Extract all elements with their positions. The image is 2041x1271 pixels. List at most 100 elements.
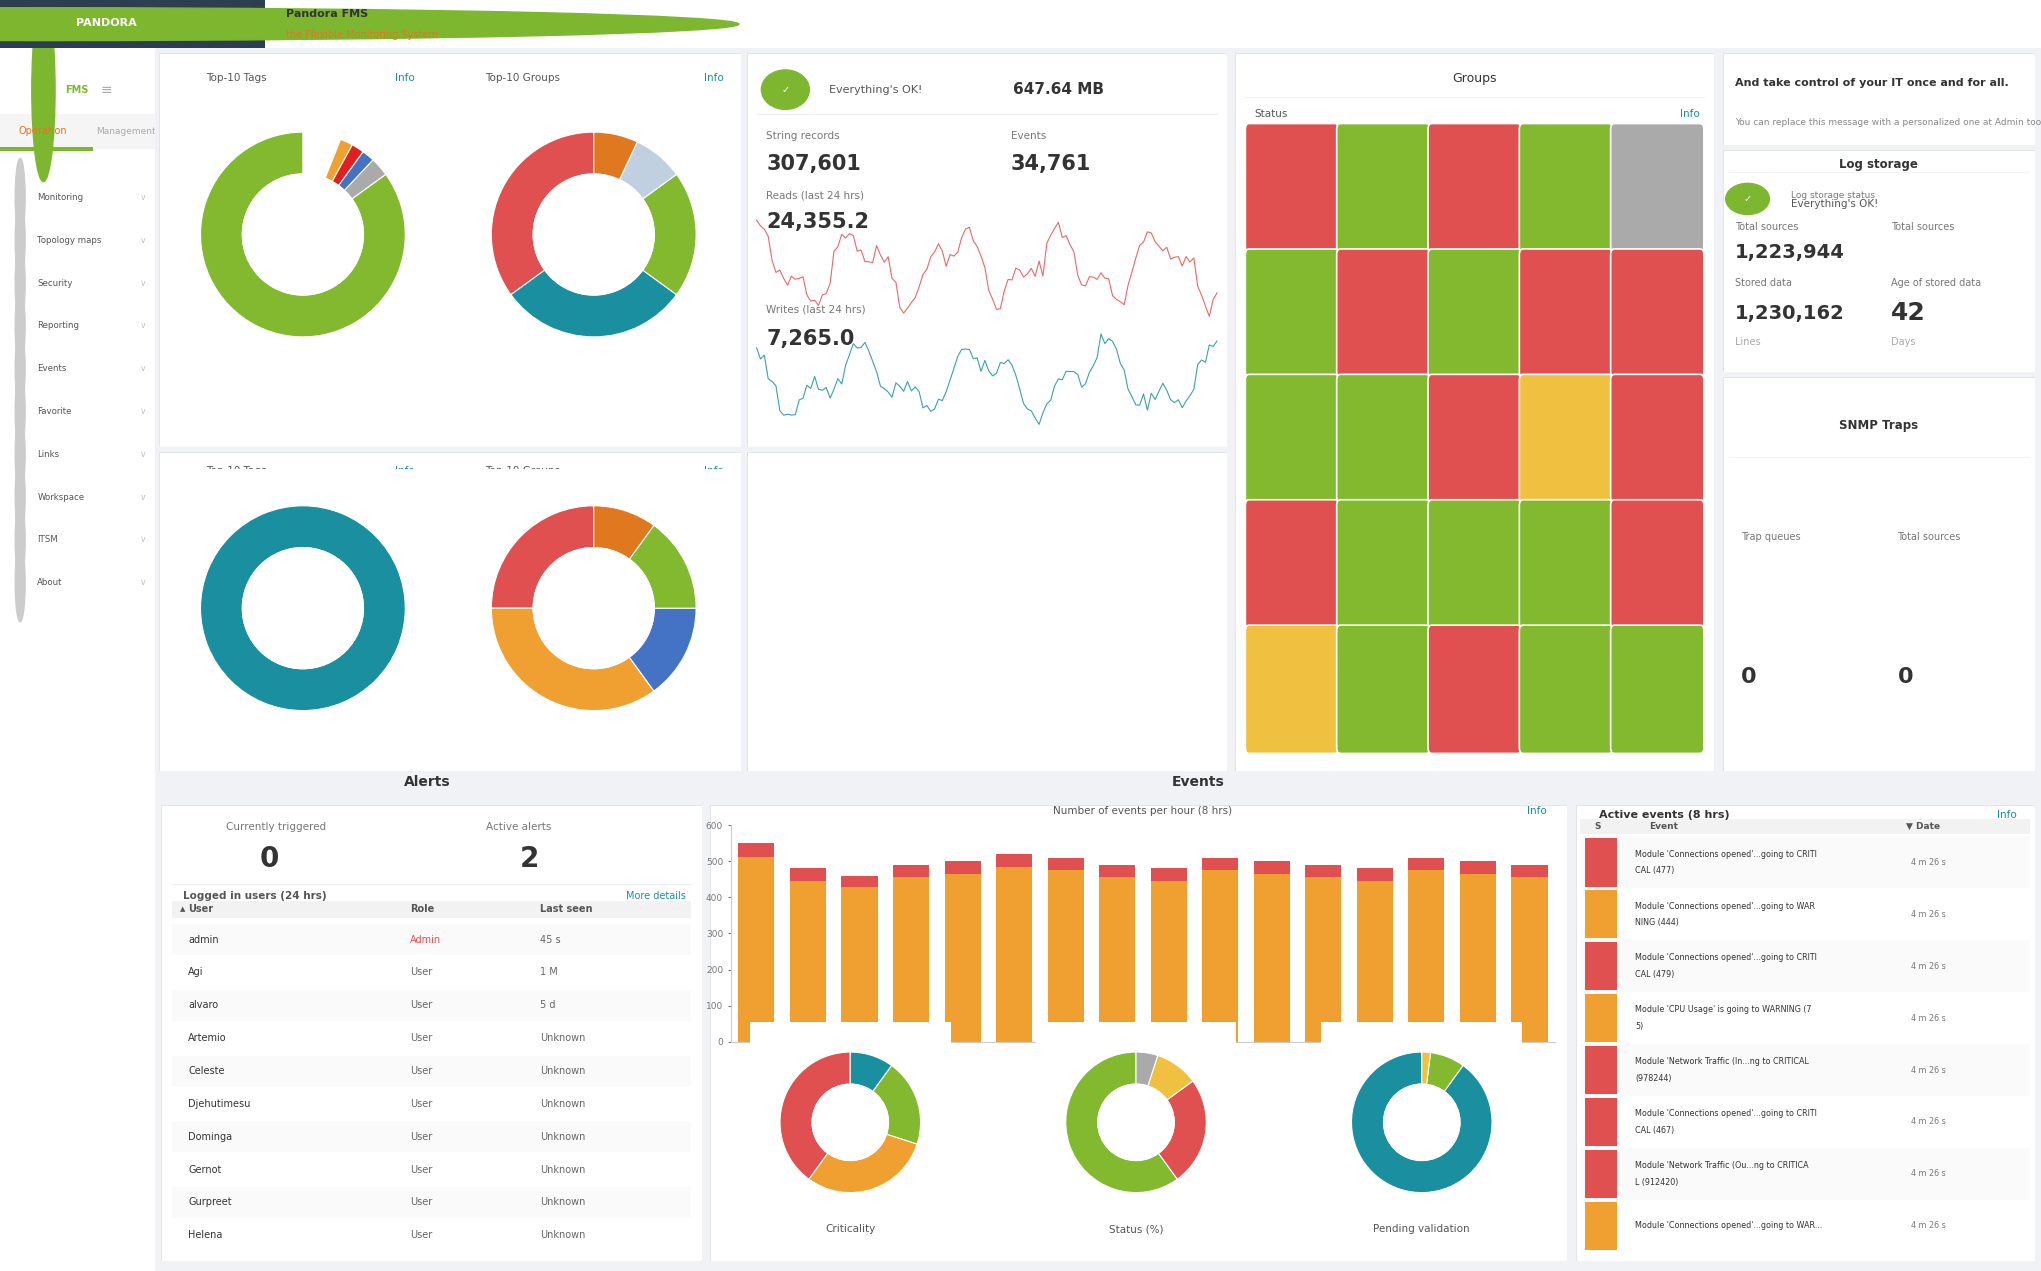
Text: About: About [37,578,63,587]
Bar [171,901,692,918]
Circle shape [14,244,24,322]
Text: Operation: Operation [18,126,67,136]
Text: Events: Events [37,365,67,374]
FancyBboxPatch shape [1519,375,1612,502]
Text: PANDORA: PANDORA [76,18,137,28]
FancyBboxPatch shape [1245,123,1339,252]
Text: 5): 5) [1635,1022,1643,1031]
Text: NING (444): NING (444) [1635,918,1680,927]
FancyBboxPatch shape [1610,123,1704,252]
Text: ITSM: ITSM [37,535,57,544]
Text: the Flexible Monitoring System: the Flexible Monitoring System [286,29,437,39]
Text: Favorite: Favorite [37,407,71,416]
FancyBboxPatch shape [1610,500,1704,628]
Bar [1586,890,1616,938]
Text: CAL (467): CAL (467) [1635,1126,1674,1135]
Text: v: v [141,535,145,544]
Text: 1,223,944: 1,223,944 [1735,243,1845,262]
Text: Reads (last 24 hrs): Reads (last 24 hrs) [765,191,863,201]
FancyBboxPatch shape [1337,123,1431,252]
Text: User: User [410,1033,433,1043]
Text: You can replace this message with a personalized one at Admin tools >> Site news: You can replace this message with a pers… [1735,117,2041,127]
Text: User: User [410,1131,433,1141]
Text: ▼ Date: ▼ Date [1906,822,1941,831]
Bar [1408,858,1445,871]
Text: Module 'Connections opened'...going to WAR...: Module 'Connections opened'...going to W… [1635,1221,1823,1230]
Text: User: User [410,1230,433,1240]
Bar [1586,994,1616,1042]
Text: CAL (477): CAL (477) [1635,867,1676,876]
Bar [1151,881,1186,1042]
Text: Gernot: Gernot [188,1164,222,1174]
Text: Info: Info [396,72,414,83]
Text: 4 m 26 s: 4 m 26 s [1910,858,1945,867]
Text: 34,761: 34,761 [1010,155,1092,174]
Text: FMS: FMS [65,85,88,95]
Bar [171,924,692,956]
Bar [790,868,827,881]
FancyBboxPatch shape [1519,249,1612,377]
Text: ▲: ▲ [180,906,186,913]
Text: v: v [141,450,145,459]
Bar [945,874,980,1042]
Text: User: User [410,1000,433,1010]
Bar [1202,858,1239,871]
Wedge shape [594,132,637,179]
Circle shape [243,174,363,295]
Text: 42: 42 [1892,301,1927,325]
Bar [1047,871,1084,1042]
Text: v: v [141,493,145,502]
Bar [739,843,774,857]
Text: Log storage status: Log storage status [1792,191,1876,200]
Wedge shape [1423,1052,1431,1084]
Text: Groups: Groups [1453,72,1496,85]
Text: Gurpreet: Gurpreet [188,1197,233,1207]
Text: ✓: ✓ [782,85,790,94]
Text: Unknown: Unknown [539,1066,586,1077]
Bar [1357,868,1392,881]
Text: Pandora FMS: Pandora FMS [286,9,367,19]
Circle shape [14,416,24,493]
Text: v: v [141,578,145,587]
Bar [841,876,878,887]
Text: Active events (8 hrs): Active events (8 hrs) [1598,811,1729,821]
Bar [0,147,94,151]
Circle shape [14,159,24,236]
FancyBboxPatch shape [1337,500,1431,628]
Circle shape [243,548,363,669]
Text: Writes (last 24 hrs): Writes (last 24 hrs) [765,305,865,314]
Wedge shape [594,506,653,559]
FancyBboxPatch shape [1337,249,1431,377]
Wedge shape [1427,1052,1463,1092]
Text: And take control of your IT once and for all.: And take control of your IT once and for… [1735,78,2008,88]
Bar [0,114,155,149]
Text: 5 d: 5 d [539,1000,555,1010]
Bar [841,887,878,1042]
Wedge shape [1147,1055,1192,1099]
Text: 45 s: 45 s [539,934,561,944]
Bar [1459,862,1496,874]
Circle shape [533,548,655,669]
Text: Trap queues: Trap queues [1741,533,1800,543]
Text: 7,265.0: 7,265.0 [765,329,855,350]
Text: Top-10 Tags: Top-10 Tags [206,72,267,83]
Text: Last seen: Last seen [539,905,592,915]
Wedge shape [492,506,594,609]
Text: v: v [141,278,145,287]
Bar [1100,877,1135,1042]
Wedge shape [339,151,374,191]
Bar [996,867,1033,1042]
Bar [171,990,692,1021]
Text: User: User [410,1164,433,1174]
Text: Number of events per hour (8 hrs): Number of events per hour (8 hrs) [1053,806,1233,816]
Text: Info: Info [704,465,723,475]
Bar [1586,1150,1616,1199]
Text: Total sources: Total sources [1898,533,1961,543]
Text: ≡: ≡ [100,83,112,97]
Wedge shape [643,174,696,295]
Bar [1586,1046,1616,1094]
Circle shape [533,174,655,295]
Wedge shape [492,132,594,295]
Bar [171,1187,692,1218]
Text: Info: Info [1996,811,2017,821]
